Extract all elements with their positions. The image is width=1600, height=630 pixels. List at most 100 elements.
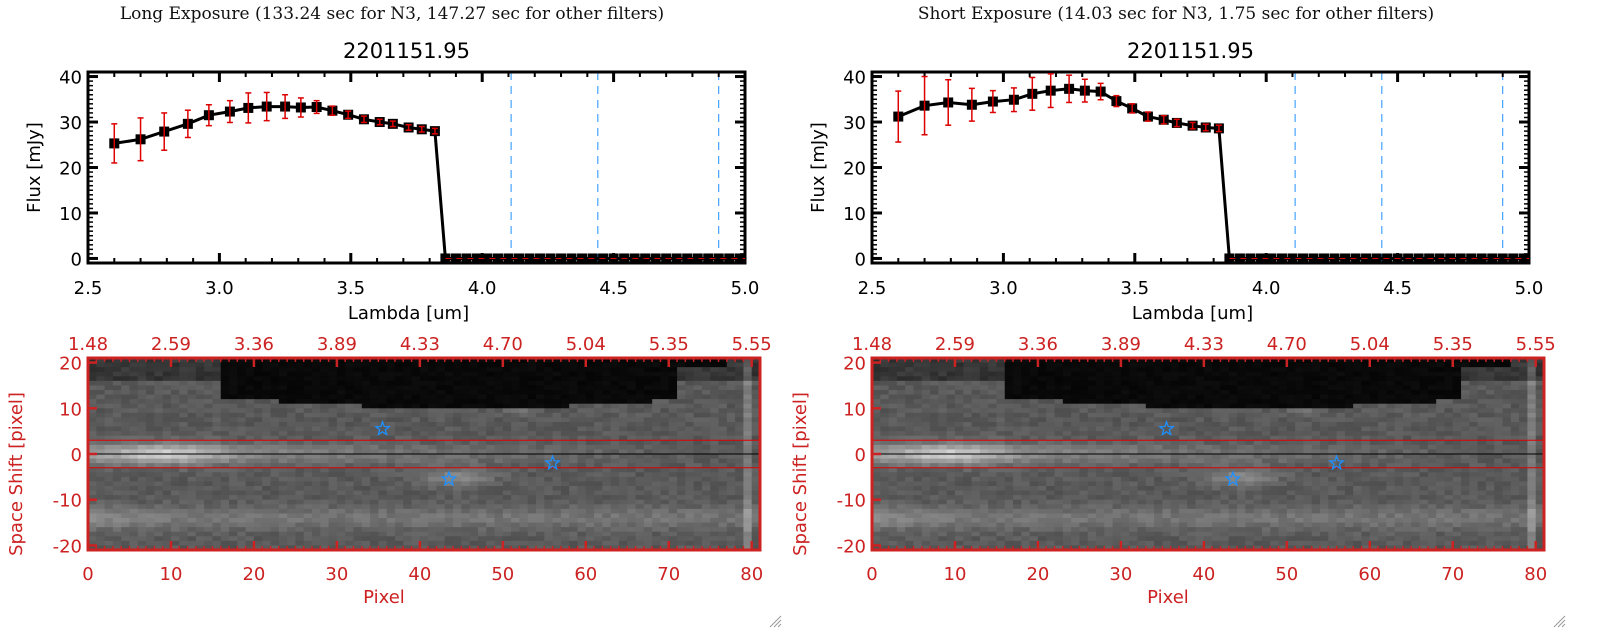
x-tick-label: 4.0 [1252, 278, 1281, 299]
short-exposure-panel: Short Exposure (14.03 sec for N3, 1.75 s… [784, 0, 1568, 630]
top-wavelength-tick-label: 4.70 [1267, 334, 1307, 355]
data-point [1466, 253, 1477, 264]
y-tick-label: 20 [843, 159, 866, 180]
y-tick-label: -10 [53, 491, 82, 512]
x-axis-label: Lambda [um] [1132, 303, 1253, 324]
x-tick-label: 80 [1524, 564, 1547, 585]
x-tick-label: 30 [1109, 564, 1132, 585]
source-star-marker [1158, 420, 1175, 436]
data-point [503, 253, 514, 264]
top-wavelength-tick-label: 4.70 [483, 334, 523, 355]
flux-line [114, 105, 740, 260]
y-axis-label: Space Shift [pixel] [6, 392, 27, 556]
top-wavelength-tick-label: 3.36 [1018, 334, 1058, 355]
top-wavelength-tick-label: 1.48 [68, 334, 108, 355]
y-tick-label: 30 [843, 113, 866, 134]
top-wavelength-tick-label: 5.35 [649, 334, 689, 355]
source-star-marker [544, 454, 561, 471]
top-wavelength-tick-label: 4.33 [1184, 334, 1224, 355]
x-tick-label: 3.5 [1120, 278, 1149, 299]
chart-title: 2201151.95 [343, 39, 470, 63]
data-point [703, 253, 714, 264]
data-point [1266, 253, 1277, 264]
y-tick-label: 0 [855, 445, 866, 466]
spectrum-chart: 2201151.95 0 10 20 30 40 2.5 3.0 3.5 4.0 4.5 5.0 Lam… [24, 39, 760, 324]
data-point [450, 253, 461, 264]
data-point [682, 253, 693, 264]
y-tick-label: 10 [59, 204, 82, 225]
y-tick-label: 40 [59, 68, 82, 89]
x-tick-label: 40 [1192, 564, 1215, 585]
x-tick-label: 4.5 [599, 278, 628, 299]
y-tick-label: 30 [59, 113, 82, 134]
x-tick-label: 70 [657, 564, 680, 585]
data-point [471, 253, 482, 264]
x-tick-label: 4.5 [1383, 278, 1412, 299]
exposure-title: Short Exposure (14.03 sec for N3, 1.75 s… [917, 4, 1435, 24]
image-pixels [88, 358, 761, 551]
data-point [1245, 253, 1256, 264]
top-wavelength-tick-label: 5.04 [566, 334, 606, 355]
data-point [1476, 253, 1487, 264]
top-wavelength-tick-label: 4.33 [400, 334, 440, 355]
exposure-title: Long Exposure (133.24 sec for N3, 147.27… [119, 4, 665, 24]
data-point [1497, 253, 1508, 264]
data-point [524, 253, 535, 264]
data-point [734, 253, 745, 264]
data-point [1287, 253, 1298, 264]
x-tick-label: 2.5 [74, 278, 103, 299]
y-tick-label: 0 [855, 249, 866, 270]
data-point [1255, 253, 1266, 264]
resize-grip-icon[interactable] [768, 614, 782, 628]
x-tick-label: 20 [1026, 564, 1049, 585]
x-tick-label: 80 [740, 564, 763, 585]
x-tick-label: 3.0 [205, 278, 234, 299]
top-wavelength-tick-label: 5.55 [1516, 334, 1556, 355]
data-point [482, 253, 493, 264]
data-point [692, 253, 703, 264]
data-point [461, 253, 472, 264]
top-wavelength-tick-label: 5.35 [1433, 334, 1473, 355]
x-tick-label: 2.5 [858, 278, 887, 299]
source-star-marker [440, 470, 458, 487]
data-point [713, 253, 724, 264]
flux-line [897, 87, 1524, 260]
data-point [1276, 253, 1287, 264]
y-tick-label: 20 [843, 354, 866, 375]
resize-grip-icon[interactable] [1552, 614, 1566, 628]
spectrum-chart: 2201151.95 0 10 20 30 40 2.5 3.0 3.5 4.0 4.5 5.0 Lam… [808, 39, 1544, 324]
top-wavelength-tick-label: 2.59 [151, 334, 191, 355]
source-star-marker [374, 420, 391, 436]
x-tick-label: 10 [944, 564, 967, 585]
y-tick-label: 20 [59, 354, 82, 375]
y-axis-label: Flux [mJy] [808, 122, 829, 213]
x-axis-label: Lambda [um] [348, 303, 469, 324]
x-tick-label: 60 [574, 564, 597, 585]
y-tick-label: -20 [53, 536, 82, 557]
image-pixels [872, 358, 1545, 551]
y-tick-label: 0 [71, 445, 82, 466]
spectral-image-chart: 0 10 20 30 40 50 60 70 80 1.48 2.59 3.36 3.89 4.33 4.7… [6, 334, 772, 608]
x-tick-label: 50 [491, 564, 514, 585]
y-tick-label: 10 [843, 399, 866, 420]
x-tick-label: 10 [160, 564, 183, 585]
y-tick-label: 10 [843, 204, 866, 225]
x-tick-label: 0 [82, 564, 93, 585]
data-point [492, 253, 503, 264]
x-tick-label: 60 [1358, 564, 1381, 585]
data-point [1518, 253, 1529, 264]
x-tick-label: 5.0 [731, 278, 760, 299]
x-tick-label: 5.0 [1515, 278, 1544, 299]
y-axis-label: Flux [mJy] [24, 122, 45, 213]
top-wavelength-tick-label: 3.89 [1101, 334, 1141, 355]
top-wavelength-tick-label: 3.36 [234, 334, 274, 355]
data-point [535, 253, 546, 264]
data-point [1329, 253, 1340, 264]
y-axis-label: Space Shift [pixel] [790, 392, 811, 556]
x-tick-label: 40 [408, 564, 431, 585]
chart-title: 2201151.95 [1127, 39, 1254, 63]
source-star-marker [1328, 454, 1345, 471]
x-tick-label: 4.0 [468, 278, 497, 299]
y-tick-label: 40 [843, 68, 866, 89]
y-tick-label: 10 [59, 399, 82, 420]
